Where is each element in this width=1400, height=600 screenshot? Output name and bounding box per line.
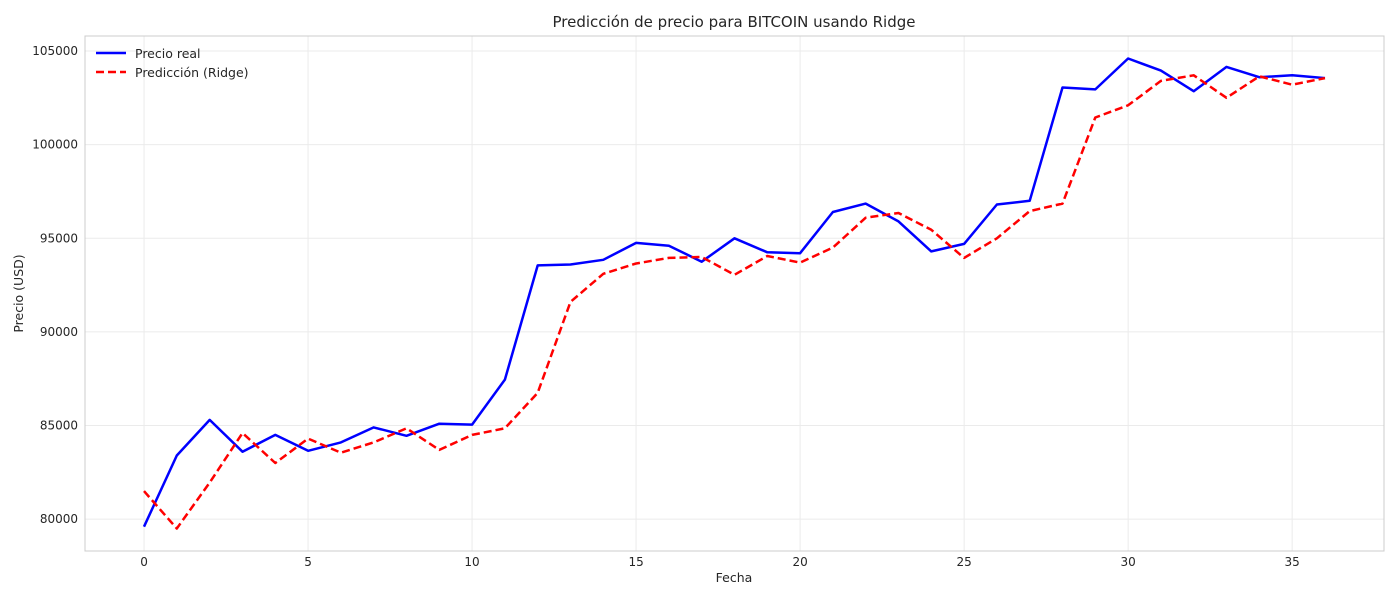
x-tick-label: 25 — [956, 555, 971, 569]
grid — [85, 36, 1384, 551]
x-tick-label: 5 — [304, 555, 312, 569]
x-axis-label: Fecha — [716, 570, 753, 585]
legend-label-series-0: Precio real — [135, 46, 201, 61]
x-tick-label: 15 — [628, 555, 643, 569]
y-tick-label: 85000 — [40, 419, 78, 433]
chart-title: Predicción de precio para BITCOIN usando… — [553, 13, 916, 31]
series-line-0 — [142, 57, 1326, 528]
x-tick-label: 35 — [1285, 555, 1300, 569]
y-tick-label: 105000 — [32, 44, 78, 58]
y-tick-label: 95000 — [40, 231, 78, 245]
y-tick-label: 100000 — [32, 138, 78, 152]
y-tick-label: 90000 — [40, 325, 78, 339]
y-axis-ticks: 80000 85000 90000 95000 100000 105000 — [32, 44, 78, 526]
series-group — [142, 57, 1326, 530]
x-tick-label: 20 — [792, 555, 807, 569]
y-tick-label: 80000 — [40, 512, 78, 526]
y-axis-label: Precio (USD) — [11, 254, 26, 332]
x-axis-ticks: 0 5 10 15 20 25 30 35 — [140, 555, 1300, 569]
x-tick-label: 30 — [1120, 555, 1135, 569]
plot-frame — [84, 35, 1385, 552]
series-line-1 — [143, 74, 1326, 530]
legend-label-series-1: Predicción (Ridge) — [135, 65, 249, 80]
x-tick-label: 10 — [464, 555, 479, 569]
legend: Precio real Predicción (Ridge) — [96, 46, 249, 80]
x-tick-label: 0 — [140, 555, 148, 569]
